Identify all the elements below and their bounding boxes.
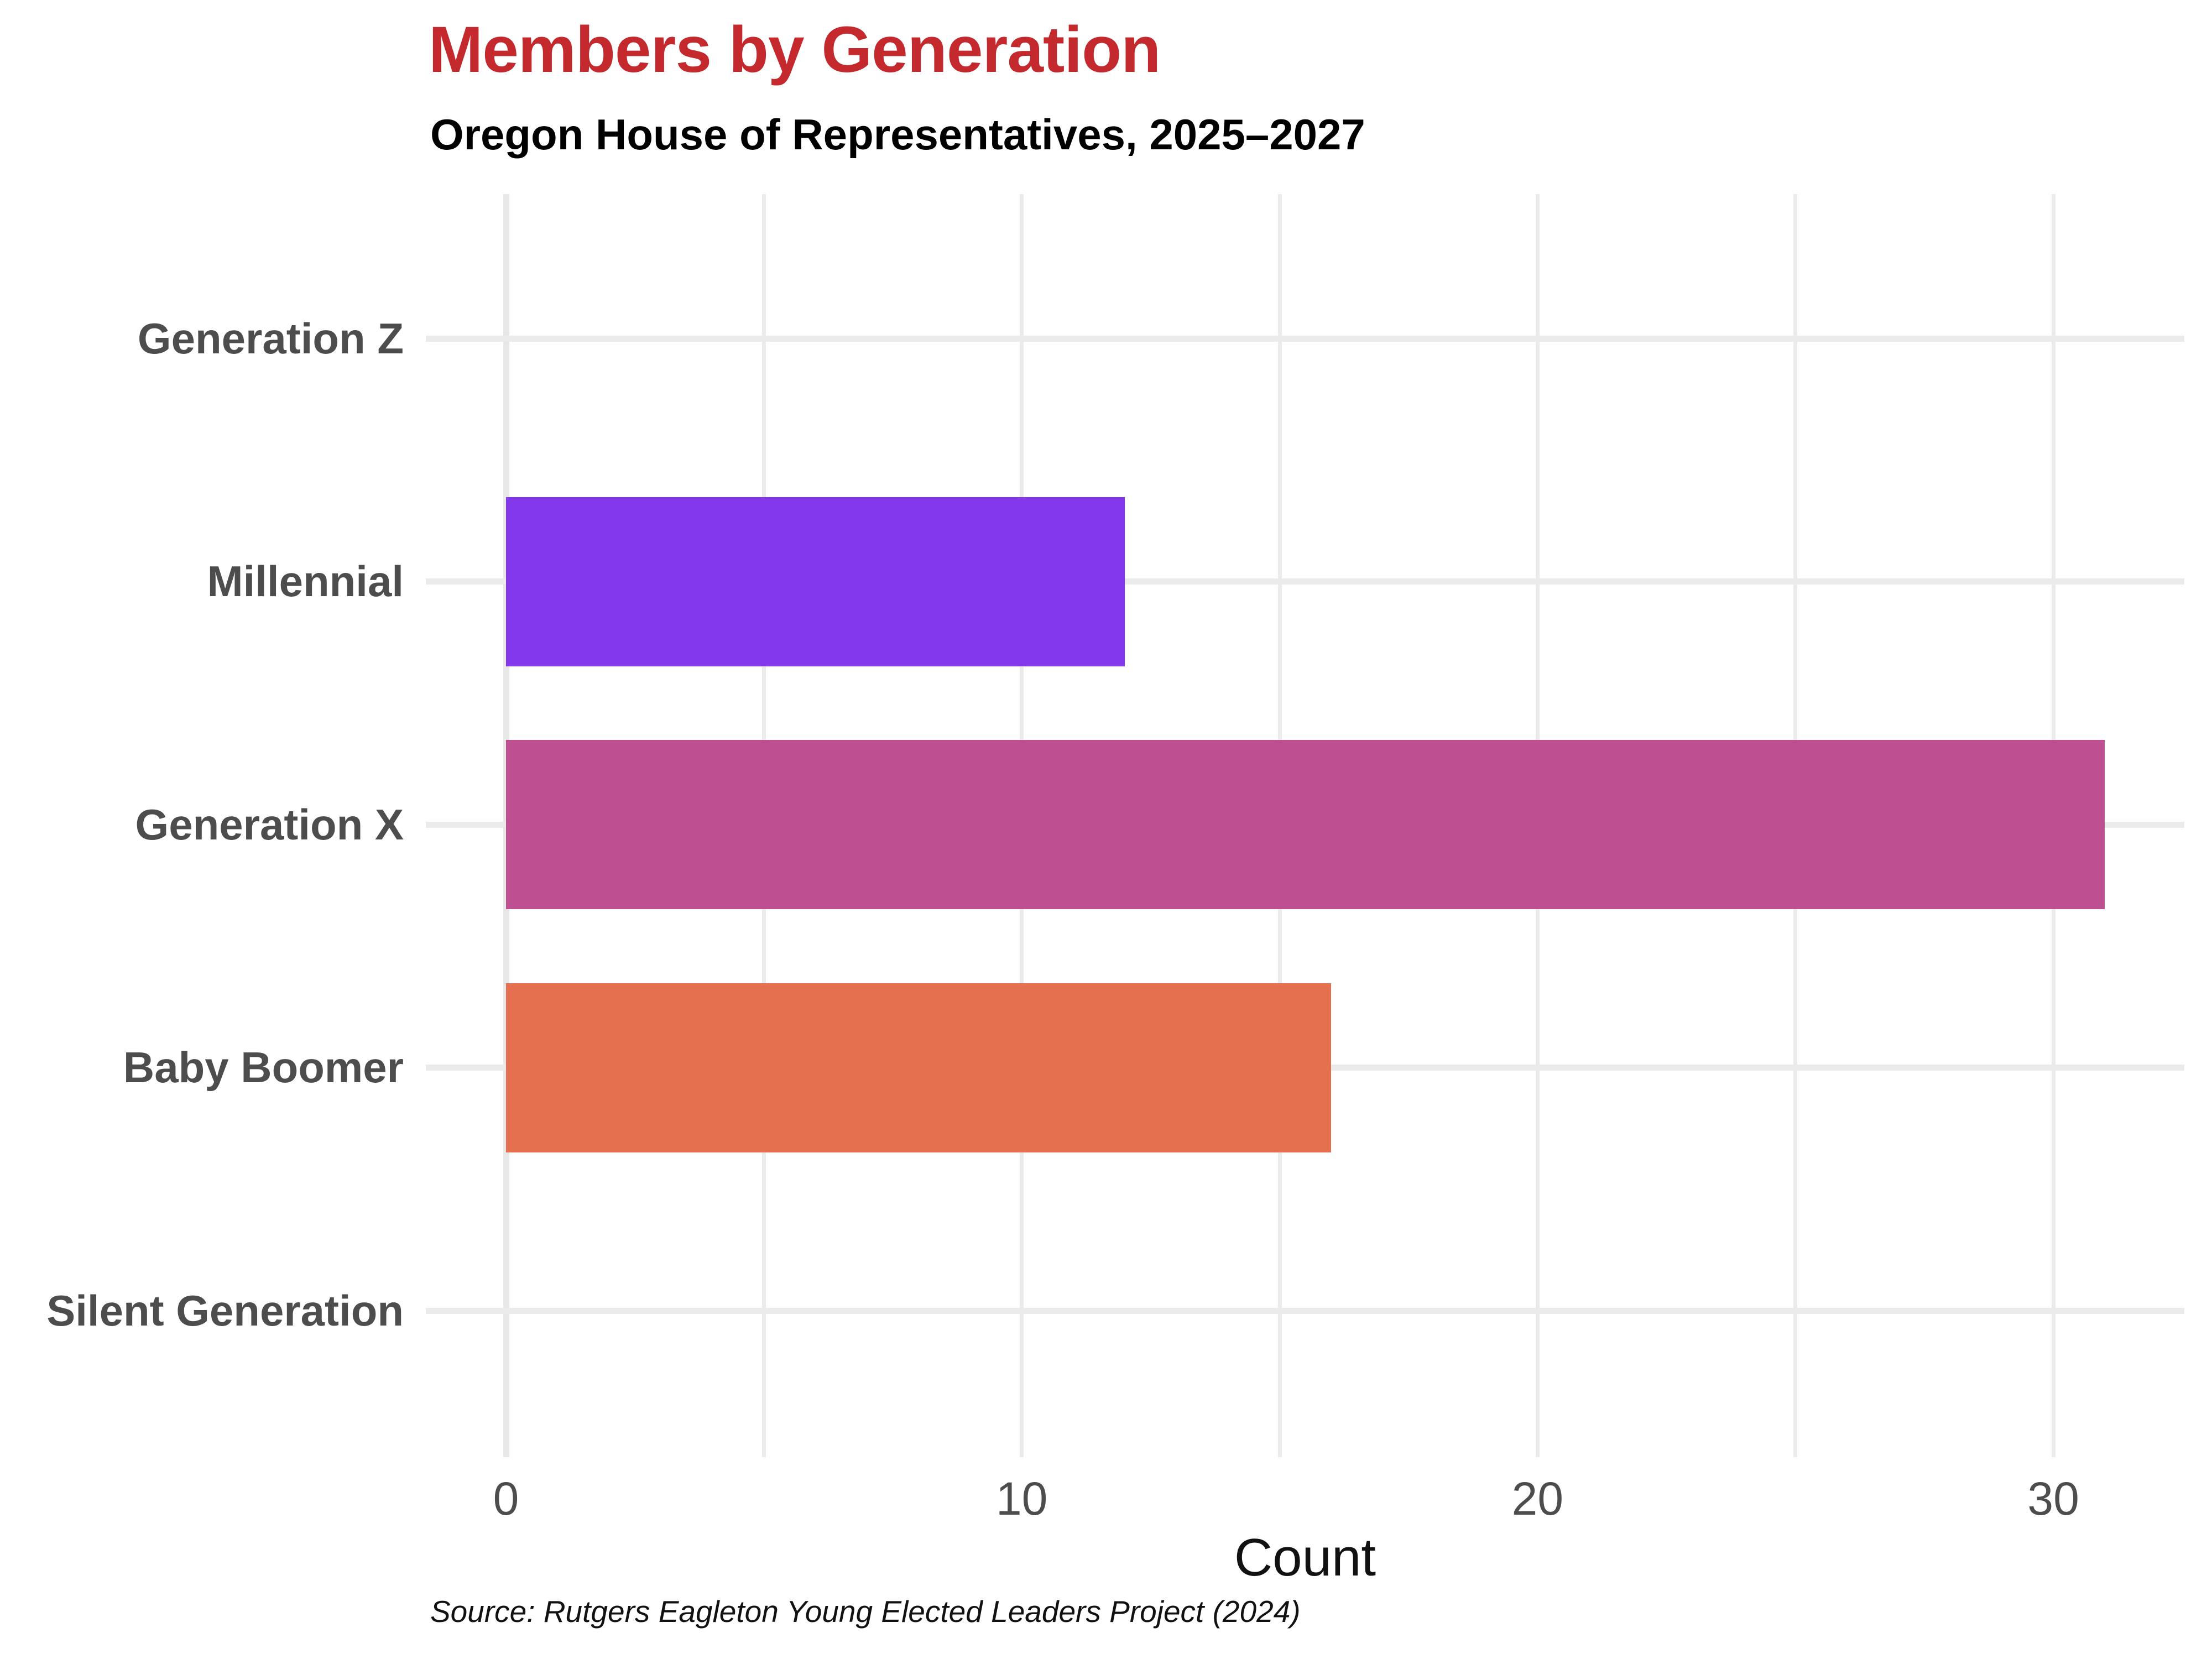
chart-title: Members by Generation [429, 13, 1161, 86]
row-gridline-silent-generation [426, 1307, 2184, 1314]
bar-baby-boomer [506, 983, 1332, 1152]
category-label-generation-z: Generation Z [137, 314, 404, 363]
x-tick-label-10: 10 [995, 1473, 1048, 1525]
x-tick-label-0: 0 [493, 1473, 519, 1525]
source-note: Source: Rutgers Eagleton Young Elected L… [430, 1594, 1301, 1629]
category-label-silent-generation: Silent Generation [46, 1286, 404, 1335]
row-gridline-millennial [426, 578, 2184, 585]
category-label-baby-boomer: Baby Boomer [123, 1043, 404, 1092]
category-label-millennial: Millennial [207, 557, 404, 606]
bar-millennial [506, 497, 1125, 666]
bar-generation-x [506, 740, 2105, 909]
row-gridline-generation-z [426, 335, 2184, 342]
category-label-generation-x: Generation X [135, 800, 404, 849]
chart-subtitle: Oregon House of Representatives, 2025–20… [430, 110, 1365, 159]
x-tick-label-20: 20 [1511, 1473, 1564, 1525]
x-axis-title: Count [1234, 1528, 1376, 1587]
x-tick-label-30: 30 [2027, 1473, 2079, 1525]
